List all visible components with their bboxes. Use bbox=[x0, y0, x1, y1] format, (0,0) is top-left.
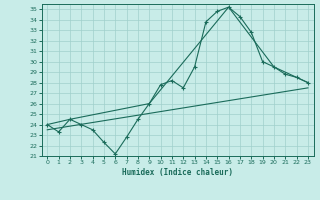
X-axis label: Humidex (Indice chaleur): Humidex (Indice chaleur) bbox=[122, 168, 233, 177]
